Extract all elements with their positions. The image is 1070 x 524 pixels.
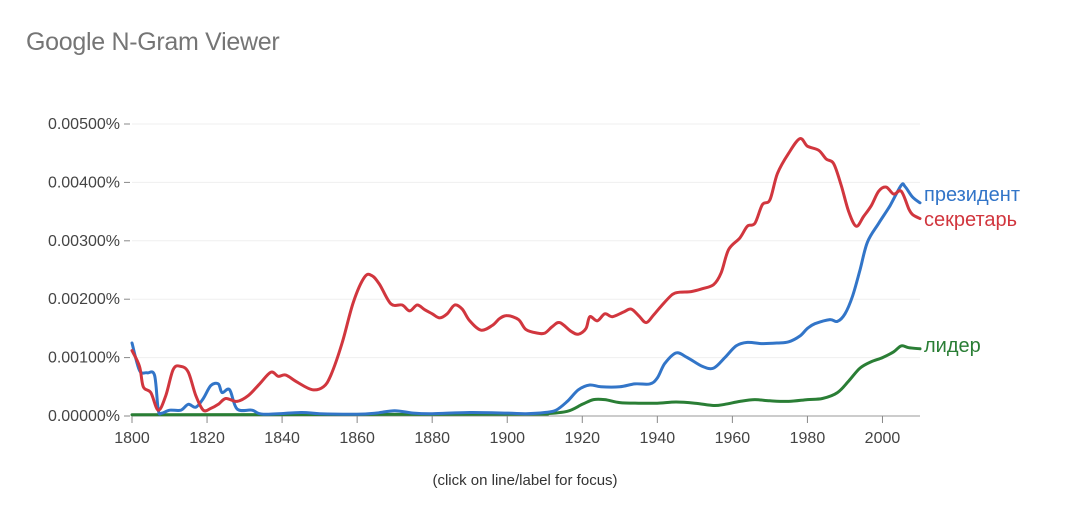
x-tick-label: 1900 — [489, 430, 525, 447]
grid-lines — [132, 123, 920, 359]
x-tick-label: 2000 — [865, 430, 901, 447]
series-line-3[interactable] — [130, 344, 922, 417]
app-title: Google N-Gram Viewer — [26, 28, 280, 56]
y-tick-label: 0.00500% — [48, 116, 120, 133]
series-labels: президент секретарь лидер — [924, 184, 1020, 357]
y-tick-label: 0.00300% — [48, 233, 120, 250]
x-axis: 1800 1820 1840 1860 1880 1900 1920 1940 1960 1980… — [114, 415, 920, 447]
x-tick-label: 1820 — [189, 430, 225, 447]
series-lines — [130, 137, 922, 417]
x-tick-label: 1800 — [114, 430, 150, 447]
x-tick-label: 1960 — [715, 430, 751, 447]
y-tick-label: 0.00000% — [48, 408, 120, 425]
x-tick-label: 1920 — [564, 430, 600, 447]
x-tick-label: 1880 — [414, 430, 450, 447]
series-line-1[interactable] — [130, 182, 922, 416]
series-label-2[interactable]: секретарь — [924, 209, 1017, 231]
y-tick-label: 0.00400% — [48, 174, 120, 191]
x-tick-label: 1940 — [640, 430, 676, 447]
focus-hint: (click on line/label for focus) — [432, 472, 618, 489]
y-tick-label: 0.00200% — [48, 291, 120, 308]
x-tick-label: 1980 — [790, 430, 826, 447]
x-tick-label: 1860 — [339, 430, 375, 447]
series-label-1[interactable]: президент — [924, 184, 1020, 206]
series-line-2[interactable] — [130, 137, 922, 413]
y-axis: 0.00000% 0.00100% 0.00200% 0.00300% 0.00400%… — [48, 116, 130, 425]
y-tick-label: 0.00100% — [48, 350, 120, 367]
series-label-3[interactable]: лидер — [924, 335, 981, 357]
x-tick-label: 1840 — [264, 430, 300, 447]
